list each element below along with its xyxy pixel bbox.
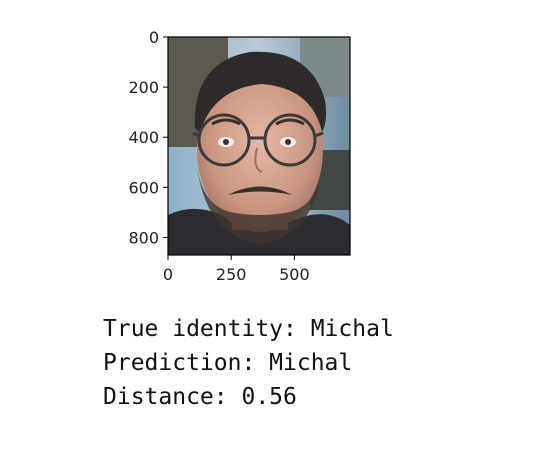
y-tick-label: 200	[128, 78, 159, 97]
x-tick-label: 0	[163, 265, 173, 284]
face-photo	[168, 37, 350, 255]
y-tick-label: 0	[149, 28, 159, 47]
true-identity-text: True identity: Michal	[103, 316, 394, 342]
prediction-text: Prediction: Michal	[103, 350, 353, 376]
y-tick-label: 800	[128, 228, 159, 247]
y-tick-label: 400	[128, 128, 159, 147]
distance-text: Distance: 0.56	[103, 384, 297, 410]
x-tick-label: 250	[216, 265, 247, 284]
image-plot: 0 250 500 0 200 400 600 800	[128, 28, 351, 284]
x-tick-label: 500	[279, 265, 310, 284]
x-axis: 0 250 500	[163, 255, 310, 284]
plot-frame	[167, 36, 351, 256]
y-axis: 0 200 400 600 800	[128, 28, 168, 247]
y-tick-label: 600	[128, 178, 159, 197]
